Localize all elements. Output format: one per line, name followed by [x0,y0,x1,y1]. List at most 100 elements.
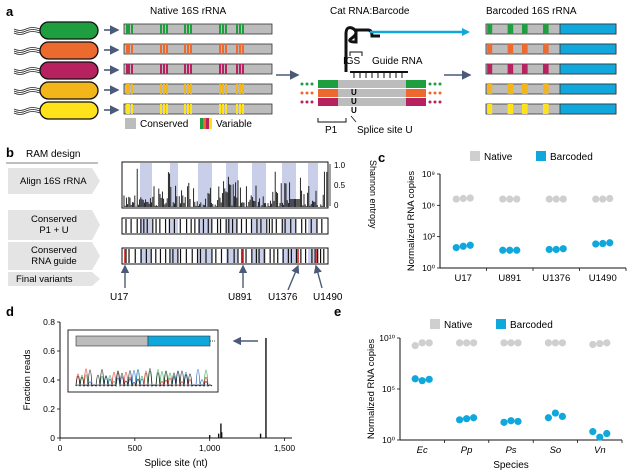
entropy-tick-05: 0.5 [334,181,346,190]
variable-segment [166,84,168,94]
variable-segment [126,64,128,74]
entropy-shade [282,163,296,207]
variable-segment [406,89,426,97]
entropy-shade [226,163,238,207]
variable-segment [131,104,133,114]
panel-e-letter: e [334,304,341,319]
variable-segment [163,24,165,34]
barcode-segment [559,43,617,55]
variable-segment [219,24,221,34]
panel-d-chart: 0 0.2 0.4 0.6 0.8 0 500 1,000 1,500 Fraction read… [22,317,295,469]
variable-segment [543,24,545,34]
catalytic-rna-loop [344,26,380,72]
variable-segment [128,24,130,34]
y-tick-label: 0.8 [43,317,55,327]
track-shade [308,219,318,233]
data-point [506,246,514,254]
variable-segment [488,84,491,94]
dot [433,82,437,86]
cat-title: Cat RNA:Barcode [330,6,410,17]
data-point [466,241,474,249]
variable-segment [219,84,221,94]
variable-segment [126,84,128,94]
flagellum [13,109,41,113]
chromatogram-trace [75,368,213,387]
entropy-axis: 1.0 0.5 0 Shannon entropy [329,160,378,229]
y-tick-label: 10⁵ [382,384,395,394]
flagellum [13,31,41,35]
x-tick-label: Ec [417,445,428,456]
data-point [456,339,464,347]
variable-segment [507,44,510,54]
entropy-shade [198,163,212,207]
data-point [507,417,515,425]
variable-segment [543,44,545,54]
y-tick-label: 10⁹ [422,169,435,179]
legend-label: Native [444,320,473,331]
variable-segment [239,24,241,34]
data-point [603,339,611,347]
panel-b-letter: b [6,145,14,160]
data-point [500,339,508,347]
variable-segment [128,104,130,114]
data-point [552,245,560,254]
data-point [558,339,567,347]
variable-segment [131,84,133,94]
sequencing-inset [67,329,219,393]
variable-segment [511,64,514,74]
variable-segment [236,44,238,54]
variable-segment [544,24,547,34]
x-tick-label: 1,500 [274,443,296,453]
data-point [499,246,507,254]
splice-pointer [350,115,357,123]
track-shade [308,249,318,263]
variable-segment [507,104,510,114]
variable-segment [225,24,227,34]
bacterium-cell [39,101,99,120]
step-p1u [8,210,100,240]
dot [310,100,314,104]
barcoded-16s-bars [485,23,617,115]
variable-segment [190,84,192,94]
x-tick-label: U1490 [589,273,617,284]
variable-segment [222,104,224,114]
variable-segment [222,24,224,34]
y-tick-label: 0 [50,433,55,443]
x-tick-label: U17 [455,273,472,284]
track-shade [198,219,212,233]
dot [310,91,314,95]
variable-segment [190,24,192,34]
flagellum [13,67,41,71]
p1-label: P1 [325,125,338,136]
data-point [500,418,508,426]
legend-swatch [430,319,440,329]
variable-segment [190,104,192,114]
variable-segment [507,84,510,94]
variable-segment [487,84,490,94]
variable-segment [318,80,338,88]
track-shade [170,249,178,263]
y-tick-label: 10³ [423,232,435,242]
variable-segment [184,44,186,54]
entropy-shade [308,163,318,207]
variable-segment [523,104,526,114]
variable-segment [239,64,241,74]
flagellum [13,71,41,75]
data-point [545,195,553,203]
panel-c-letter: c [378,150,385,165]
track-shade [140,219,152,233]
variable-segment [487,64,490,74]
legend-swatch [536,151,546,161]
native-rrna-bar [123,103,273,115]
legend-swatch [496,319,506,329]
x-axis-title: Splice site (nt) [144,458,207,469]
flagellum [13,49,41,53]
conserved-segment [338,89,406,97]
variable-segment [242,44,244,54]
data-point [606,194,614,203]
variable-segment [225,84,227,94]
y-tick-label: 0.2 [43,404,55,414]
variable-segment [166,64,168,74]
variable-segment [525,104,528,114]
native-rrna-bar [123,43,273,55]
